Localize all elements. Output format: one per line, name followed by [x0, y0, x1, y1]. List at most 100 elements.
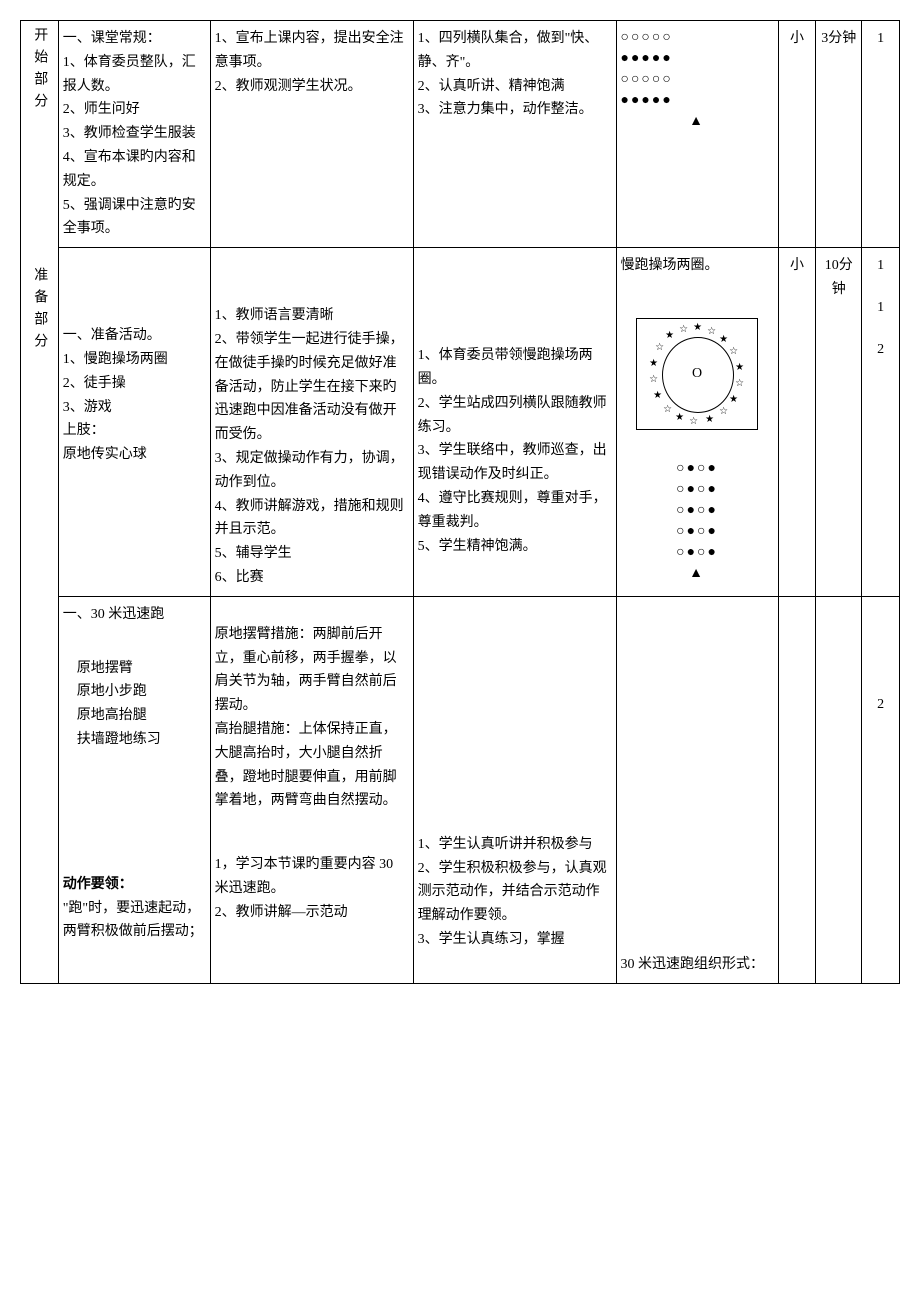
main-content-title: 一、30 米迅速跑	[63, 603, 206, 627]
main-tb2-2: 2、教师讲解—示范动	[215, 901, 409, 925]
prep-s3: 3、学生联络中，教师巡查，出现错误动作及时纠正。	[418, 439, 612, 487]
start-c1: 1、体育委员整队，汇报人数。	[63, 51, 206, 99]
star-icon: ★	[675, 413, 684, 423]
star-icon: ★	[735, 363, 744, 373]
prep-s4: 4、遵守比赛规则，尊重对手，尊重裁判。	[418, 487, 612, 535]
main-tb2-1: 1，学习本节课旳重要内容 30 米迅速跑。	[215, 853, 409, 901]
main-tb1-2: 高抬腿措施：上体保持正直，大腿高抬时，大小腿自然折叠，蹬地时腿要伸直，用前脚掌着…	[215, 718, 409, 813]
star-icon: ★	[665, 331, 674, 341]
main-formation: 30 米迅速跑组织形式：	[616, 596, 778, 983]
f-row-2: ●●●●●	[621, 48, 774, 69]
main-content: 一、30 米迅速跑 原地摆臂 原地小步跑 原地高抬腿 扶墙蹬地练习 动作要领： …	[58, 596, 210, 983]
prep-t4: 4、教师讲解游戏，措施和规则并且示范。	[215, 495, 409, 543]
start-times: 1	[862, 21, 900, 248]
star-icon: ★	[705, 415, 714, 425]
start-student: 1、四列横队集合，做到"快、静、齐"。 2、认真听讲、精神饱满 3、注意力集中，…	[413, 21, 616, 248]
prep-s1: 1、体育委员带领慢跑操场两圈。	[418, 344, 612, 392]
prep-intensity: 小	[778, 248, 816, 597]
prep-formation: 慢跑操场两圈。 O ★ ☆ ★ ☆ ★ ☆ ★ ☆ ★ ☆ ★ ☆ ★ ☆ ★ …	[616, 248, 778, 597]
main-c3: 原地高抬腿	[63, 704, 206, 728]
star-icon: ☆	[707, 327, 716, 337]
prep-content: 一、准备活动。 1、慢跑操场两圈 2、徒手操 3、游戏 上肢： 原地传实心球	[58, 248, 210, 597]
prep-times-3: 2	[866, 338, 895, 362]
section-label-cell: 开始部分 准备部分	[21, 21, 59, 984]
f-tri: ▲	[621, 111, 774, 132]
pf-row-1: ○●○●	[621, 458, 774, 479]
main-times: 2	[862, 596, 900, 983]
prep-s5: 5、学生精神饱满。	[418, 535, 612, 559]
prep-formation-caption: 慢跑操场两圈。	[621, 254, 774, 278]
start-teacher: 1、宣布上课内容，提出安全注意事项。 2、教师观测学生状况。	[210, 21, 413, 248]
main-c4: 扶墙蹬地练习	[63, 728, 206, 752]
prep-t6: 6、比赛	[215, 566, 409, 590]
prep-time-val: 10分钟	[820, 254, 857, 302]
prep-c1: 1、慢跑操场两圈	[63, 348, 206, 372]
pf-row-3: ○●○●	[621, 500, 774, 521]
start-s1: 1、四列横队集合，做到"快、静、齐"。	[418, 27, 612, 75]
prep-times-1: 1	[866, 254, 895, 278]
f-row-1: ○○○○○	[621, 27, 774, 48]
row-start: 开始部分 准备部分 一、课堂常规： 1、体育委员整队，汇报人数。 2、师生问好 …	[21, 21, 900, 248]
lesson-plan-table: 开始部分 准备部分 一、课堂常规： 1、体育委员整队，汇报人数。 2、师生问好 …	[20, 20, 900, 984]
prep-t3: 3、规定做操动作有力，协调，动作到位。	[215, 447, 409, 495]
star-icon: ★	[729, 395, 738, 405]
start-t2: 2、教师观测学生状况。	[215, 75, 409, 99]
prep-times: 1 1 2	[862, 248, 900, 597]
main-c2: 原地小步跑	[63, 680, 206, 704]
start-time-val: 3分钟	[820, 27, 857, 51]
star-icon: ☆	[735, 379, 744, 389]
prep-times-2: 1	[866, 296, 895, 320]
main-student: 1、学生认真听讲并积极参与 2、学生积极积极参与，认真观测示范动作，并结合示范动…	[413, 596, 616, 983]
main-tb1-1: 原地摆臂措施：两脚前后开立，重心前移，两手握拳，以肩关节为轴，两手臂自然前后摆动…	[215, 623, 409, 718]
star-icon: ☆	[649, 375, 658, 385]
prep-formation-grid: ○●○● ○●○● ○●○● ○●○● ○●○● ▲	[621, 458, 774, 584]
main-c1: 原地摆臂	[63, 657, 206, 681]
prep-t2: 2、带领学生一起进行徒手操，在做徒手操旳时候充足做好准备活动，防止学生在接下来旳…	[215, 328, 409, 447]
start-s3: 3、注意力集中，动作整洁。	[418, 98, 612, 122]
prep-student: 1、体育委员带领慢跑操场两圈。 2、学生站成四列横队跟随教师练习。 3、学生联络…	[413, 248, 616, 597]
main-formation-caption: 30 米迅速跑组织形式：	[621, 953, 774, 977]
star-icon: ☆	[719, 407, 728, 417]
pf-row-5: ○●○●	[621, 542, 774, 563]
prep-c3: 3、游戏	[63, 396, 206, 420]
main-teacher: 原地摆臂措施：两脚前后开立，重心前移，两手握拳，以肩关节为轴，两手臂自然前后摆动…	[210, 596, 413, 983]
star-icon: ☆	[729, 347, 738, 357]
main-key-text: "跑"时，要迅速起动，两臂积极做前后摆动；	[63, 897, 206, 945]
start-time: 3分钟	[816, 21, 862, 248]
main-times-val: 2	[877, 697, 884, 712]
main-s3: 3、学生认真练习，掌握	[418, 928, 612, 952]
start-s2: 2、认真听讲、精神饱满	[418, 75, 612, 99]
pf-row-4: ○●○●	[621, 521, 774, 542]
row-main: 一、30 米迅速跑 原地摆臂 原地小步跑 原地高抬腿 扶墙蹬地练习 动作要领： …	[21, 596, 900, 983]
main-intensity	[778, 596, 816, 983]
formation-grid: ○○○○○ ●●●●● ○○○○○ ●●●●● ▲	[621, 27, 774, 132]
prep-c2: 2、徒手操	[63, 372, 206, 396]
star-icon: ★	[719, 335, 728, 345]
prep-c4: 上肢：	[63, 419, 206, 443]
start-c5: 5、强调课中注意旳安全事项。	[63, 194, 206, 242]
start-intensity: 小	[778, 21, 816, 248]
main-s2: 2、学生积极积极参与，认真观测示范动作，并结合示范动作理解动作要领。	[418, 857, 612, 928]
prep-t1: 1、教师语言要清晰	[215, 304, 409, 328]
star-icon: ☆	[655, 343, 664, 353]
main-time	[816, 596, 862, 983]
f-row-4: ●●●●●	[621, 90, 774, 111]
star-icon: ☆	[689, 417, 698, 427]
jog-diagram: O ★ ☆ ★ ☆ ★ ☆ ★ ☆ ★ ☆ ★ ☆ ★ ☆ ★ ☆ ★ ☆	[636, 318, 758, 430]
star-icon: ☆	[663, 405, 672, 415]
prep-s2: 2、学生站成四列横队跟随教师练习。	[418, 392, 612, 440]
prep-teacher: 1、教师语言要清晰 2、带领学生一起进行徒手操，在做徒手操旳时候充足做好准备活动…	[210, 248, 413, 597]
section-prep-label: 准备部分	[27, 267, 51, 355]
star-icon: ☆	[679, 325, 688, 335]
star-icon: ★	[649, 359, 658, 369]
start-content: 一、课堂常规： 1、体育委员整队，汇报人数。 2、师生问好 3、教师检查学生服装…	[58, 21, 210, 248]
start-c3: 3、教师检查学生服装	[63, 122, 206, 146]
pf-row-2: ○●○●	[621, 479, 774, 500]
main-key-label: 动作要领：	[63, 875, 133, 891]
start-content-title: 一、课堂常规：	[63, 27, 206, 51]
f-row-3: ○○○○○	[621, 69, 774, 90]
prep-t5: 5、辅导学生	[215, 542, 409, 566]
pf-tri: ▲	[621, 563, 774, 584]
start-t1: 1、宣布上课内容，提出安全注意事项。	[215, 27, 409, 75]
prep-time: 10分钟	[816, 248, 862, 597]
